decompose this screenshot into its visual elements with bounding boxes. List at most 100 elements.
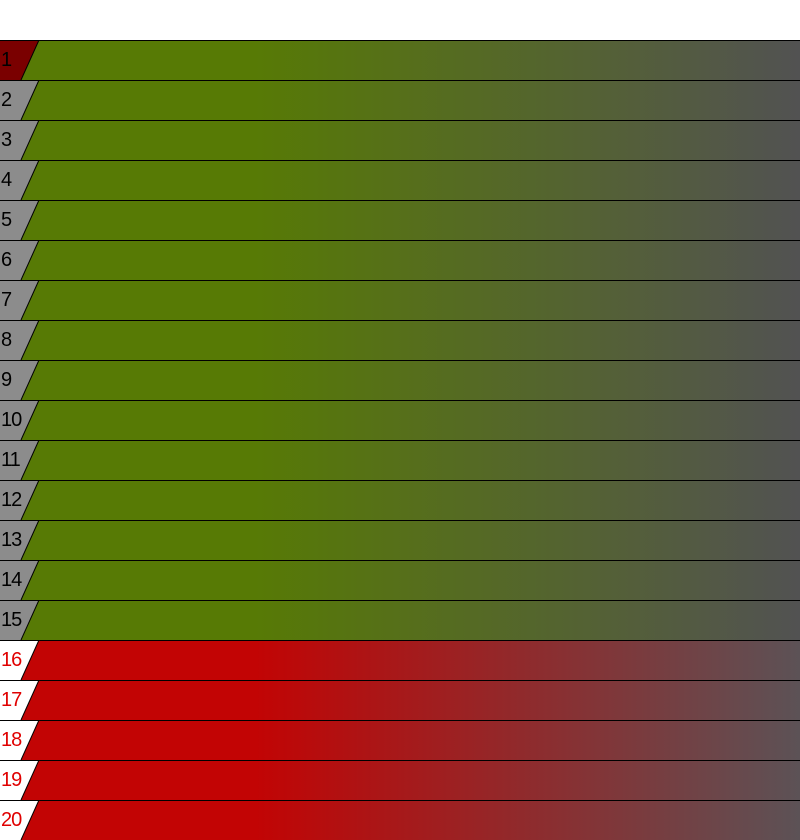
row-slash	[20, 640, 40, 680]
standings-row: 12	[0, 480, 800, 520]
row-slash	[20, 800, 40, 840]
row-background	[0, 560, 800, 600]
row-background	[0, 200, 800, 240]
row-background	[0, 760, 800, 800]
standings-row: 7	[0, 280, 800, 320]
row-background	[0, 600, 800, 640]
standings-row: 17	[0, 680, 800, 720]
row-slash	[20, 680, 40, 720]
row-slash	[20, 240, 40, 280]
row-slash	[20, 280, 40, 320]
row-bar	[21, 40, 800, 80]
row-slash	[20, 720, 40, 760]
standings-row: 2	[0, 80, 800, 120]
row-bar	[21, 80, 800, 120]
row-bar	[21, 440, 800, 480]
position-number: 15	[1, 609, 22, 631]
position-number: 2	[1, 89, 12, 111]
position-number: 10	[1, 409, 22, 431]
row-background	[0, 800, 800, 840]
standings-row: 15	[0, 600, 800, 640]
row-bar	[21, 800, 800, 840]
row-slash	[20, 760, 40, 800]
standings-row: 3	[0, 120, 800, 160]
standings-row: 20	[0, 800, 800, 840]
row-background	[0, 40, 800, 80]
row-slash	[20, 400, 40, 440]
row-slash	[20, 200, 40, 240]
row-slash	[20, 360, 40, 400]
row-bar	[21, 320, 800, 360]
row-bar	[21, 120, 800, 160]
standings-table: 1 2 3 4 5 6 7 8 9 10 11 12 13 14 15 16 17 18 19 20	[0, 40, 800, 840]
row-bar	[21, 160, 800, 200]
standings-row: 6	[0, 240, 800, 280]
position-number: 9	[1, 369, 12, 391]
row-slash	[20, 520, 40, 560]
row-background	[0, 680, 800, 720]
position-number: 13	[1, 529, 22, 551]
row-bar	[21, 720, 800, 760]
row-background	[0, 80, 800, 120]
standings-row: 14	[0, 560, 800, 600]
position-number: 12	[1, 489, 22, 511]
standings-row: 1	[0, 40, 800, 80]
standings-row: 18	[0, 720, 800, 760]
standings-row: 13	[0, 520, 800, 560]
position-number: 1	[1, 49, 12, 71]
row-background	[0, 120, 800, 160]
position-number: 17	[1, 689, 22, 711]
row-bar	[21, 760, 800, 800]
row-bar	[21, 400, 800, 440]
row-bar	[21, 480, 800, 520]
row-bar	[21, 280, 800, 320]
position-number: 4	[1, 169, 12, 191]
row-slash	[20, 320, 40, 360]
position-number: 19	[1, 769, 22, 791]
position-number: 18	[1, 729, 22, 751]
position-number: 5	[1, 209, 12, 231]
row-bar	[21, 520, 800, 560]
standings-row: 10	[0, 400, 800, 440]
position-number: 8	[1, 329, 12, 351]
position-number: 3	[1, 129, 12, 151]
row-bar	[21, 640, 800, 680]
row-background	[0, 320, 800, 360]
row-background	[0, 280, 800, 320]
row-bar	[21, 680, 800, 720]
position-number: 20	[1, 809, 22, 831]
row-bar	[21, 560, 800, 600]
row-background	[0, 400, 800, 440]
standings-row: 4	[0, 160, 800, 200]
position-number: 6	[1, 249, 12, 271]
row-background	[0, 360, 800, 400]
row-bar	[21, 600, 800, 640]
position-number: 11	[1, 449, 21, 471]
row-slash	[20, 80, 40, 120]
row-bar	[21, 360, 800, 400]
standings-row: 8	[0, 320, 800, 360]
row-background	[0, 520, 800, 560]
row-background	[0, 160, 800, 200]
standings-row: 9	[0, 360, 800, 400]
row-slash	[20, 560, 40, 600]
position-number: 14	[1, 569, 22, 591]
row-bar	[21, 240, 800, 280]
row-slash	[20, 600, 40, 640]
row-slash	[20, 160, 40, 200]
row-background	[0, 640, 800, 680]
standings-row: 19	[0, 760, 800, 800]
standings-row: 5	[0, 200, 800, 240]
standings-row: 11	[0, 440, 800, 480]
row-background	[0, 240, 800, 280]
row-slash	[20, 40, 40, 80]
row-slash	[20, 480, 40, 520]
row-slash	[20, 120, 40, 160]
row-slash	[20, 440, 40, 480]
row-background	[0, 480, 800, 520]
row-background	[0, 440, 800, 480]
position-number: 16	[1, 649, 22, 671]
row-bar	[21, 200, 800, 240]
position-number: 7	[1, 289, 12, 311]
standings-row: 16	[0, 640, 800, 680]
